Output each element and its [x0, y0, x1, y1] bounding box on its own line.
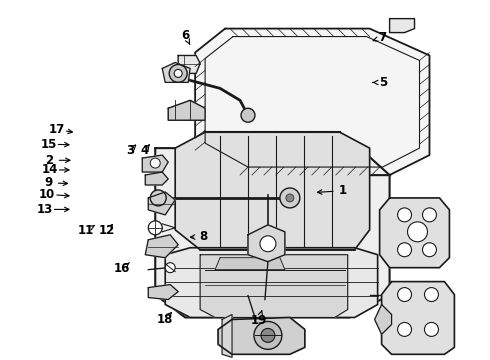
Circle shape [241, 108, 255, 122]
Polygon shape [145, 235, 178, 258]
Polygon shape [178, 55, 200, 73]
Circle shape [254, 321, 282, 349]
Polygon shape [145, 172, 168, 185]
Polygon shape [218, 318, 305, 354]
Circle shape [422, 208, 437, 222]
Text: 9: 9 [45, 176, 53, 189]
Circle shape [165, 263, 175, 273]
Circle shape [408, 222, 427, 242]
Text: 17: 17 [49, 123, 65, 136]
Text: 2: 2 [46, 154, 53, 167]
Circle shape [397, 323, 412, 336]
Circle shape [286, 194, 294, 202]
Text: 7: 7 [379, 31, 387, 44]
Polygon shape [215, 258, 285, 270]
Polygon shape [200, 255, 348, 318]
Polygon shape [195, 28, 429, 175]
Polygon shape [155, 148, 390, 318]
Polygon shape [248, 225, 285, 262]
Polygon shape [380, 198, 449, 268]
Circle shape [424, 323, 439, 336]
Polygon shape [168, 100, 205, 120]
Text: 18: 18 [156, 313, 172, 327]
Circle shape [150, 190, 166, 206]
Circle shape [169, 64, 187, 82]
Text: 14: 14 [41, 163, 58, 176]
Text: 16: 16 [114, 262, 130, 275]
Polygon shape [148, 192, 175, 215]
Text: 12: 12 [99, 224, 115, 237]
Circle shape [397, 243, 412, 257]
Polygon shape [165, 248, 378, 318]
Circle shape [280, 188, 300, 208]
Text: 8: 8 [199, 230, 208, 243]
Polygon shape [175, 132, 369, 250]
Circle shape [148, 221, 162, 235]
Polygon shape [375, 305, 392, 334]
Text: 19: 19 [250, 314, 267, 327]
Circle shape [397, 288, 412, 302]
Text: 5: 5 [379, 76, 387, 89]
Text: 13: 13 [37, 203, 53, 216]
Circle shape [174, 69, 182, 77]
Circle shape [260, 236, 276, 252]
Polygon shape [148, 285, 178, 300]
Circle shape [150, 158, 160, 168]
Circle shape [261, 328, 275, 342]
Polygon shape [142, 155, 168, 172]
Polygon shape [222, 315, 232, 357]
Polygon shape [162, 62, 190, 82]
Polygon shape [382, 282, 454, 354]
Circle shape [397, 208, 412, 222]
Text: 4: 4 [141, 144, 149, 157]
Text: 1: 1 [339, 184, 347, 197]
Text: 11: 11 [78, 224, 95, 237]
Text: 10: 10 [39, 188, 55, 201]
Text: 3: 3 [126, 144, 134, 157]
Circle shape [422, 243, 437, 257]
Text: 6: 6 [181, 29, 190, 42]
Polygon shape [390, 19, 415, 32]
Text: 15: 15 [40, 138, 57, 150]
Circle shape [424, 288, 439, 302]
